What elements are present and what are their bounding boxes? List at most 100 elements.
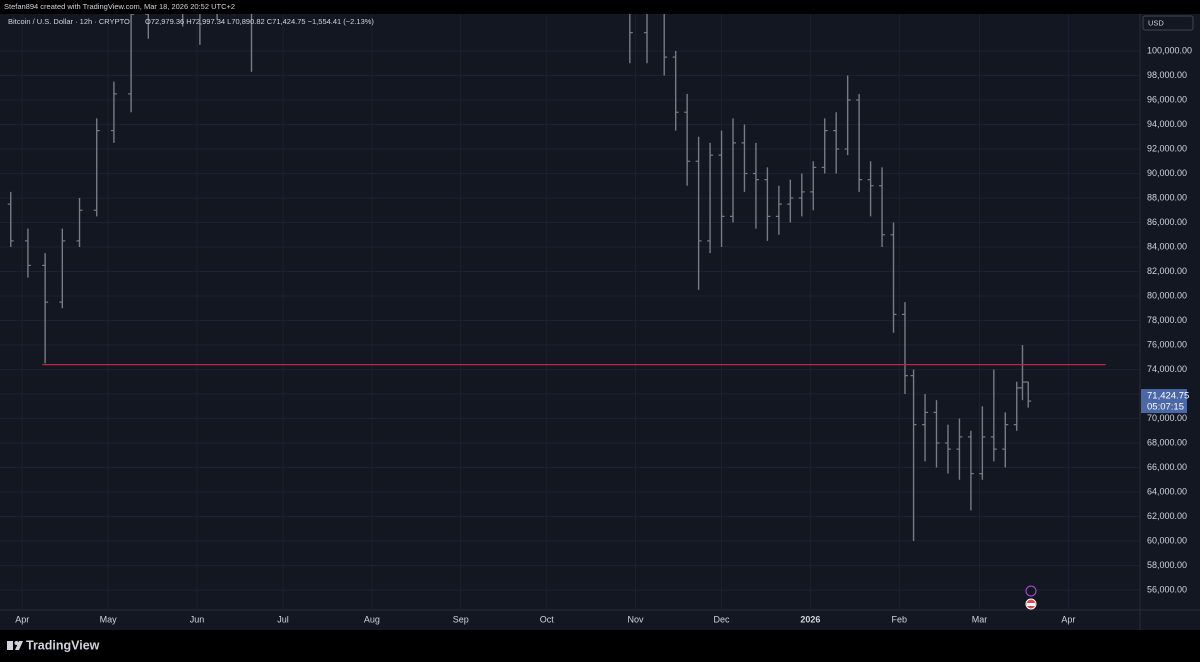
ohlc-bar (956, 418, 963, 480)
currency-box[interactable] (1142, 15, 1194, 31)
y-tick-label: 86,000.00 (1147, 217, 1187, 227)
pane-background (0, 14, 1200, 630)
y-tick-label: 56,000.00 (1147, 584, 1187, 594)
ohlc-bar (910, 369, 917, 542)
y-tick-label: 82,000.00 (1147, 266, 1187, 276)
ohlc-bar (1013, 381, 1020, 431)
ohlc-bar (821, 118, 828, 174)
x-tick-label: Apr (15, 614, 29, 624)
x-tick-label: 2026 (800, 614, 820, 624)
ohlc-bar (890, 222, 897, 333)
plot (7, 14, 1106, 542)
y-tick-label: 62,000.00 (1147, 511, 1187, 521)
ohlc-bar (810, 161, 817, 211)
x-tick-label: Sep (453, 614, 469, 624)
ohlc-bar (967, 430, 974, 511)
last-price-label: 71,424.75 (1147, 391, 1189, 402)
y-tick-label: 90,000.00 (1147, 168, 1187, 178)
y-tick-label: 88,000.00 (1147, 192, 1187, 202)
y-tick-label: 94,000.00 (1147, 119, 1187, 129)
symbol-title: Bitcoin / U.S. Dollar · 12h · CRYPTO (8, 17, 130, 26)
ohlc-bar (24, 228, 31, 278)
ohlc-bar (250, 14, 253, 72)
x-tick-label: May (100, 614, 118, 624)
y-tick-label: 64,000.00 (1147, 486, 1187, 496)
x-tick-label: Jun (190, 614, 205, 624)
x-tick-label: Mar (972, 614, 988, 624)
brand-name: TradingView (26, 638, 100, 652)
ohlc-bar (867, 161, 874, 217)
ohlc-bar (764, 167, 771, 241)
x-tick-label: Dec (714, 614, 731, 624)
ohlc-bar (901, 302, 908, 395)
currency[interactable]: USD (1148, 18, 1164, 27)
y-tick-label: 92,000.00 (1147, 143, 1187, 153)
ohlc-bar (718, 130, 725, 248)
ohlc-bar (629, 14, 633, 64)
brand-logo (7, 641, 23, 650)
y-tick-label: 68,000.00 (1147, 437, 1187, 447)
ohlc-bar (42, 253, 49, 364)
ohlc-bar (979, 406, 986, 480)
y-tick-label: 76,000.00 (1147, 339, 1187, 349)
ohlc-bar (990, 369, 997, 462)
event-icon-detail (1027, 603, 1035, 606)
ohlc-bar (1025, 381, 1032, 408)
ohlc-bar (663, 14, 668, 76)
ohlc-bar (922, 394, 929, 462)
ohlc-bar (59, 228, 66, 309)
ohlc-bar (933, 400, 940, 468)
ohlc-bar (856, 93, 863, 192)
y-tick-label: 78,000.00 (1147, 315, 1187, 325)
y-tick-label: 84,000.00 (1147, 241, 1187, 251)
ohlc-bar (707, 142, 714, 254)
y-tick-label: 70,000.00 (1147, 413, 1187, 423)
ohlc-bar (199, 14, 201, 45)
ohlc-bar (879, 167, 886, 248)
y-tick-label: 100,000.00 (1147, 45, 1192, 55)
ohlc-bar (752, 142, 759, 229)
y-tick-label: 80,000.00 (1147, 290, 1187, 300)
ohlc-bar (695, 136, 702, 290)
ohlc-bar (93, 118, 100, 217)
y-tick-label: 58,000.00 (1147, 560, 1187, 570)
y-tick-label: 96,000.00 (1147, 94, 1187, 104)
ohlc-bar (833, 112, 840, 174)
grid (0, 14, 1140, 610)
ohlc-bar (110, 81, 117, 143)
ohlc-bar (644, 14, 648, 64)
x-tick-label: Jul (277, 614, 289, 624)
y-tick-label: 98,000.00 (1147, 70, 1187, 80)
x-tick-label: Feb (891, 614, 907, 624)
ohlc-bar (798, 173, 805, 217)
x-tick-label: Nov (628, 614, 645, 624)
last-price-box (1141, 389, 1187, 414)
ohlc-bar (684, 93, 691, 186)
countdown: 05:07:15 (1147, 402, 1184, 413)
event-icon[interactable] (1025, 585, 1037, 597)
y-tick-label: 66,000.00 (1147, 462, 1187, 472)
ohlc-bar (787, 179, 794, 223)
y-tick-label: 60,000.00 (1147, 535, 1187, 545)
y-tick-label: 74,000.00 (1147, 364, 1187, 374)
x-tick-label: Apr (1061, 614, 1075, 624)
x-tick-label: Oct (540, 614, 555, 624)
watermark: Stefan894 created with TradingView.com, … (4, 2, 235, 11)
ohlc-bar (730, 118, 737, 223)
ohlc-bar (944, 424, 951, 474)
ohlc-bar (1019, 345, 1026, 401)
ohlc-bar (182, 14, 184, 27)
ohlc-bar (145, 14, 150, 39)
x-tick-label: Aug (364, 614, 380, 624)
ohlc-bar (672, 50, 679, 131)
ohlc-bar (128, 14, 135, 113)
axes: 56,000.00 58,000.00 60,000.00 62,000.00 64,0… (15, 45, 1192, 624)
ohlc-bar (7, 191, 14, 248)
ohlc-bar (76, 198, 83, 248)
ohlc-bar (775, 185, 782, 235)
ohlc-bar (1002, 412, 1009, 468)
ohlc-bar (844, 75, 851, 156)
ohlc-legend: O72,979.36 H72,997.34 L70,890.82 C71,424… (145, 17, 374, 26)
ohlc-bar (741, 124, 748, 192)
